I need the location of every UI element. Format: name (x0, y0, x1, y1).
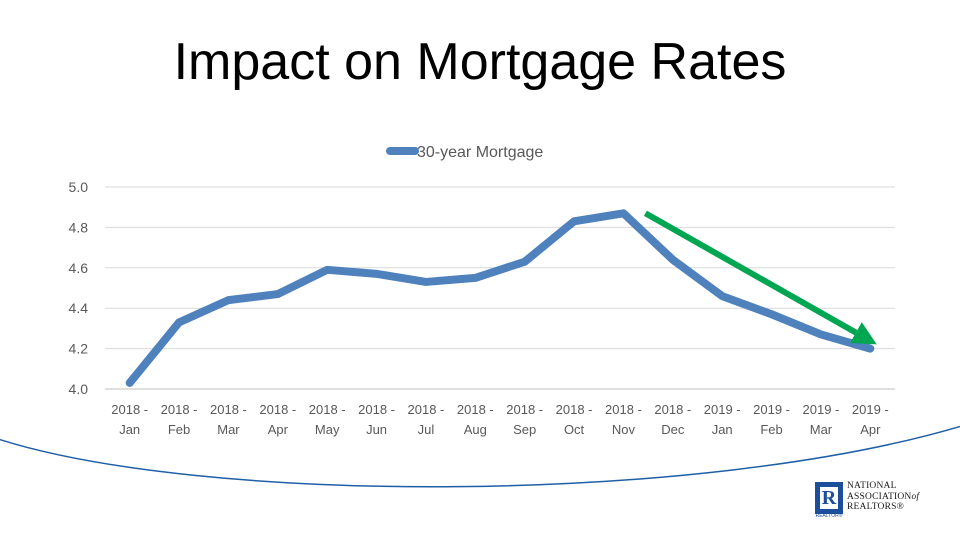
x-tick-label-month: Jun (366, 422, 387, 437)
data-point (524, 261, 526, 263)
realtor-r-icon: R (815, 482, 843, 514)
legend-label: 30-year Mortgage (417, 144, 543, 161)
x-tick-label-year: 2018 - (259, 402, 296, 417)
x-tick-label-year: 2018 - (210, 402, 247, 417)
x-tick-label-month: Apr (860, 422, 881, 437)
data-point (178, 321, 180, 323)
data-point (721, 295, 723, 297)
data-point (573, 220, 575, 222)
data-point (622, 212, 624, 214)
x-tick-label-year: 2018 - (556, 402, 593, 417)
x-tick-label-year: 2019 - (803, 402, 840, 417)
x-tick-label-month: Aug (464, 422, 487, 437)
x-tick-label-year: 2018 - (309, 402, 346, 417)
data-point (326, 269, 328, 271)
x-tick-label-year: 2018 - (605, 402, 642, 417)
data-point (227, 299, 229, 301)
x-tick-label-month: Mar (810, 422, 833, 437)
data-point (129, 382, 131, 384)
x-tick-label-month: Jan (712, 422, 733, 437)
x-tick-label-month: Mar (217, 422, 240, 437)
series-group (125, 209, 875, 387)
series-line (125, 209, 875, 387)
x-tick-label-month: Feb (168, 422, 190, 437)
y-tick-label: 4.8 (69, 219, 89, 235)
decorative-arc (0, 425, 960, 488)
data-point (474, 277, 476, 279)
trend-arrow (643, 210, 877, 345)
x-tick-label-year: 2018 - (358, 402, 395, 417)
x-tick-label-month: Dec (661, 422, 685, 437)
data-point (376, 273, 378, 275)
x-tick-label-year: 2018 - (161, 402, 198, 417)
x-tick-label-month: Nov (612, 422, 636, 437)
y-axis-ticks: 4.0 4.2 4.4 4.6 4.8 5.0 (69, 179, 89, 397)
legend: 30-year Mortgage (386, 144, 543, 161)
x-tick-label-month: May (315, 422, 340, 437)
data-point (869, 348, 871, 350)
x-tick-label-month: Jul (418, 422, 435, 437)
x-tick-label-year: 2019 - (852, 402, 889, 417)
x-tick-label-year: 2019 - (753, 402, 790, 417)
y-tick-label: 5.0 (69, 179, 89, 195)
annotation-group (643, 210, 877, 345)
logo-sub-label: REALTOR® (815, 513, 843, 519)
data-point (672, 259, 674, 261)
x-tick-label-month: Feb (760, 422, 782, 437)
x-tick-label-year: 2018 - (408, 402, 445, 417)
x-axis-ticks: 2018 - Jan 2018 - Feb 2018 - Mar 2018 - Apr 2018… (111, 402, 889, 437)
x-tick-label-year: 2019 - (704, 402, 741, 417)
x-tick-label-month: Oct (564, 422, 585, 437)
x-tick-label-month: Apr (268, 422, 289, 437)
logo-text: NATIONAL ASSOCIATIONof REALTORS® (847, 481, 920, 512)
data-point (425, 281, 427, 283)
x-tick-label-year: 2018 - (111, 402, 148, 417)
data-point (771, 313, 773, 315)
data-point (820, 333, 822, 335)
slide-title: Impact on Mortgage Rates (173, 33, 787, 91)
y-tick-label: 4.0 (69, 381, 89, 397)
y-tick-label: 4.2 (69, 341, 89, 357)
x-tick-label-month: Sep (513, 422, 536, 437)
y-tick-label: 4.6 (69, 260, 89, 276)
x-tick-label-year: 2018 - (654, 402, 691, 417)
nar-logo: R REALTOR® NATIONAL ASSOCIATIONof REALTO… (815, 480, 945, 520)
x-tick-label-year: 2018 - (506, 402, 543, 417)
x-tick-label-month: Jan (119, 422, 140, 437)
x-tick-label-year: 2018 - (457, 402, 494, 417)
y-tick-label: 4.4 (69, 300, 89, 316)
data-point (277, 293, 279, 295)
